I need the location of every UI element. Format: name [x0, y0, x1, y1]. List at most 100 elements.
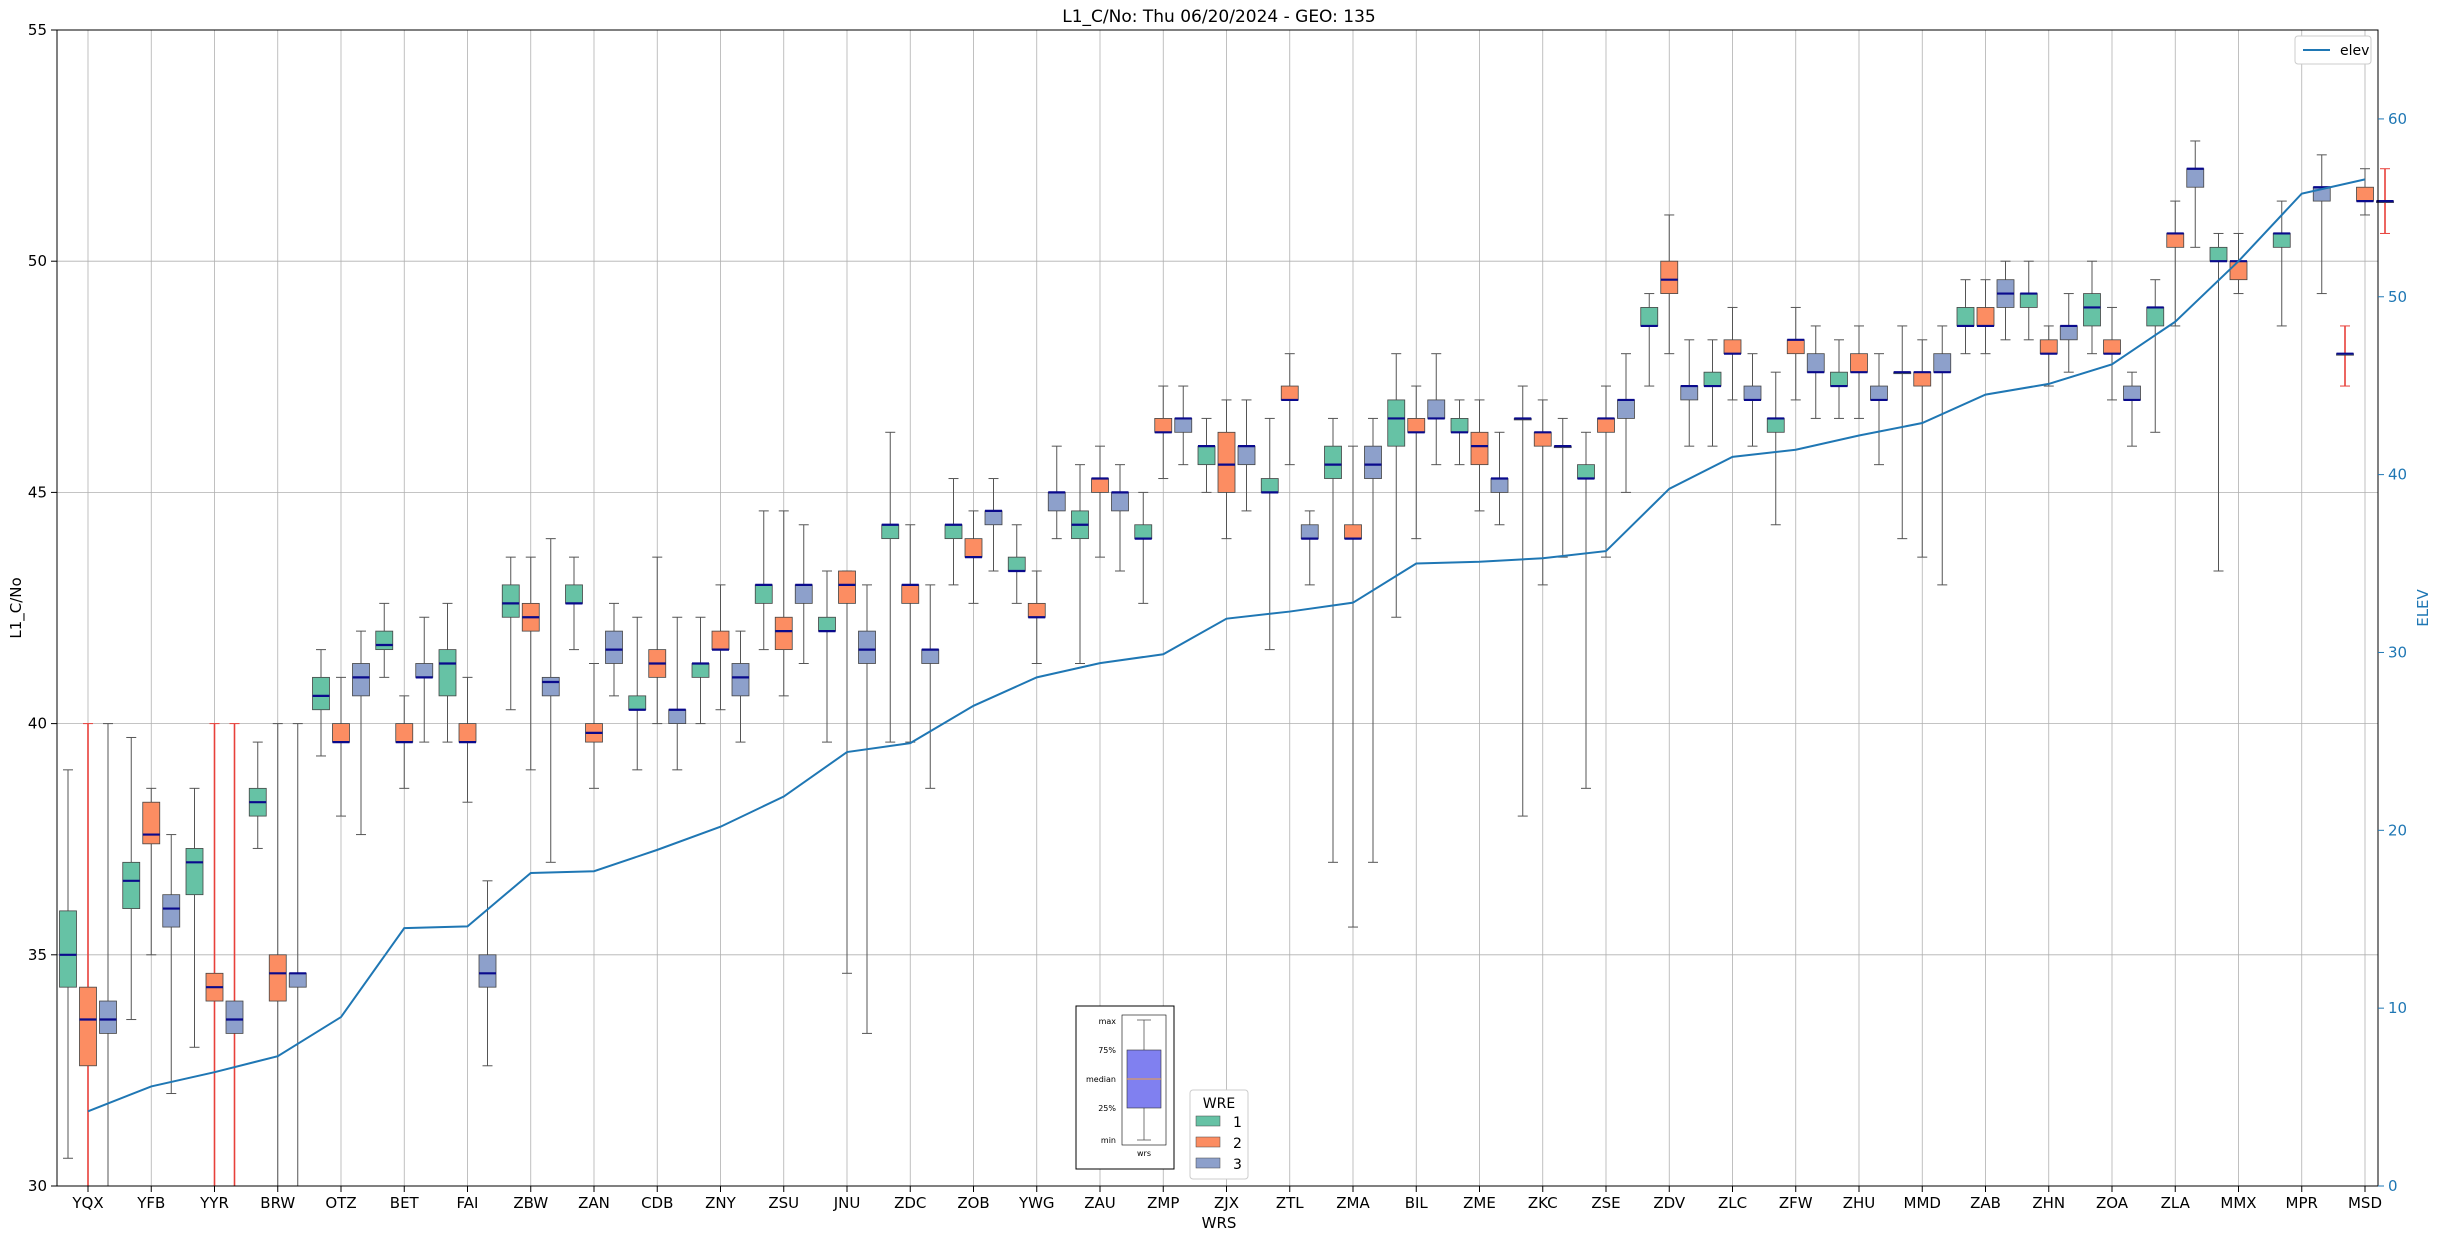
box-body	[541, 676, 560, 697]
box-zoa-wre2	[2103, 306, 2121, 401]
box-zoa-wre3	[2123, 371, 2141, 447]
box-body	[858, 630, 876, 664]
box-fai-wre2	[458, 676, 477, 803]
x-tick-label: MPR	[2286, 1194, 2318, 1212]
box-zob-wre2	[964, 510, 983, 604]
box-body	[1723, 339, 1742, 355]
elev-legend-frame	[2294, 35, 2372, 65]
box-brw-wre3	[288, 723, 307, 1187]
box-body	[1830, 371, 1848, 387]
box-body	[1956, 307, 1975, 327]
box-zdc-wre1	[881, 431, 900, 743]
y-right-tick-label: 20	[2388, 821, 2407, 839]
box-zsu-wre3	[794, 524, 813, 664]
box-yqx-wre1	[59, 769, 77, 1159]
box-zma-wre3	[1364, 417, 1382, 863]
box-body	[1640, 307, 1659, 327]
box-msd-wre3	[2376, 168, 2394, 234]
box-yfb-wre2	[142, 787, 161, 956]
x-tick-label: CDB	[641, 1194, 673, 1212]
x-tick-label: MMX	[2220, 1194, 2256, 1212]
box-zfw-wre1	[1766, 371, 1785, 526]
box-yyr-wre1	[185, 787, 204, 1048]
box-body	[1850, 353, 1868, 373]
wre-legend-label-1: 1	[1233, 1115, 1242, 1131]
box-zau-wre1	[1071, 464, 1089, 664]
box-ywg-wre2	[1027, 570, 1046, 664]
y-tick-label: 50	[28, 252, 47, 270]
box-zob-wre3	[984, 478, 1003, 572]
wre-legend-label-3: 3	[1233, 1157, 1242, 1173]
x-tick-label: ZBW	[513, 1194, 548, 1212]
box-body	[754, 584, 773, 604]
box-body	[1364, 445, 1382, 479]
y-tick-label: 55	[28, 21, 47, 39]
box-body	[628, 695, 647, 711]
box-body	[2039, 339, 2058, 355]
box-yyr-wre3	[225, 723, 244, 1187]
x-tick-label: ZOB	[957, 1194, 989, 1212]
box-body	[818, 616, 836, 632]
box-zhu-wre3	[1870, 353, 1888, 466]
box-body	[352, 663, 370, 697]
box-fai-wre1	[438, 602, 457, 743]
box-body	[1091, 478, 1109, 493]
plot-frame	[56, 29, 2379, 1187]
x-tick-label: YYR	[199, 1194, 229, 1212]
box-zme-wre1	[1450, 399, 1469, 466]
box-body	[1976, 307, 1995, 327]
box-body	[122, 861, 141, 909]
wre-legend-title: WRE	[1203, 1096, 1235, 1112]
box-body	[1933, 353, 1952, 373]
box-body	[1660, 260, 1679, 294]
box-yfb-wre3	[162, 834, 181, 1095]
box-zoa-wre1	[2083, 260, 2101, 355]
box-zny-wre2	[711, 584, 730, 711]
box-body	[2229, 260, 2248, 281]
box-zhn-wre2	[2039, 325, 2058, 387]
box-body	[921, 649, 940, 664]
box-zlc-wre2	[1723, 306, 1742, 401]
y-axis-left: 30 35 40 45 50 55	[28, 21, 57, 1195]
box-zan-wre3	[605, 602, 623, 697]
box-jnu-wre3	[858, 584, 876, 1034]
box-body	[2166, 233, 2185, 248]
box-mpr-wre1	[2272, 200, 2291, 327]
wre-legend: WRE 1 2 3	[1189, 1089, 1249, 1180]
box-body	[2209, 246, 2228, 262]
box-ywg-wre3	[1047, 445, 1066, 540]
box-body	[668, 709, 687, 725]
box-body	[395, 723, 414, 743]
x-tick-label: FAI	[457, 1194, 479, 1212]
box-zau-wre3	[1111, 464, 1129, 572]
box-body	[1786, 339, 1805, 355]
box-body	[1427, 399, 1446, 419]
box-body	[312, 676, 330, 711]
x-axis-label: WRS	[1202, 1214, 1237, 1232]
box-zan-wre1	[565, 556, 583, 651]
box-body	[2059, 325, 2078, 341]
x-tick-label: ZSE	[1591, 1194, 1620, 1212]
y-right-tick-label: 30	[2388, 643, 2407, 661]
box-mmd-wre3	[1933, 325, 1952, 586]
box-zhu-wre1	[1830, 339, 1848, 419]
box-zny-wre1	[691, 616, 710, 725]
box-body	[1806, 353, 1825, 373]
box-yqx-wre3	[99, 723, 117, 1187]
y-right-tick-label: 40	[2388, 466, 2407, 484]
box-jnu-wre1	[818, 570, 836, 743]
box-body	[1743, 385, 1762, 401]
box-body	[1597, 418, 1615, 433]
box-body	[1703, 371, 1722, 387]
box-body	[458, 723, 477, 743]
box-body	[1533, 431, 1552, 447]
box-zkc-wre2	[1533, 399, 1552, 586]
box-zdc-wre3	[921, 584, 940, 789]
x-tick-label: JNU	[833, 1194, 861, 1212]
box-zsu-wre2	[774, 510, 793, 697]
box-zab-wre1	[1956, 279, 1975, 355]
x-tick-label: ZMA	[1336, 1194, 1370, 1212]
x-tick-label: ZOA	[2096, 1194, 2129, 1212]
y-axis-right: 0 10 20 30 40 50 60	[2378, 110, 2407, 1195]
box-body	[1680, 385, 1699, 401]
